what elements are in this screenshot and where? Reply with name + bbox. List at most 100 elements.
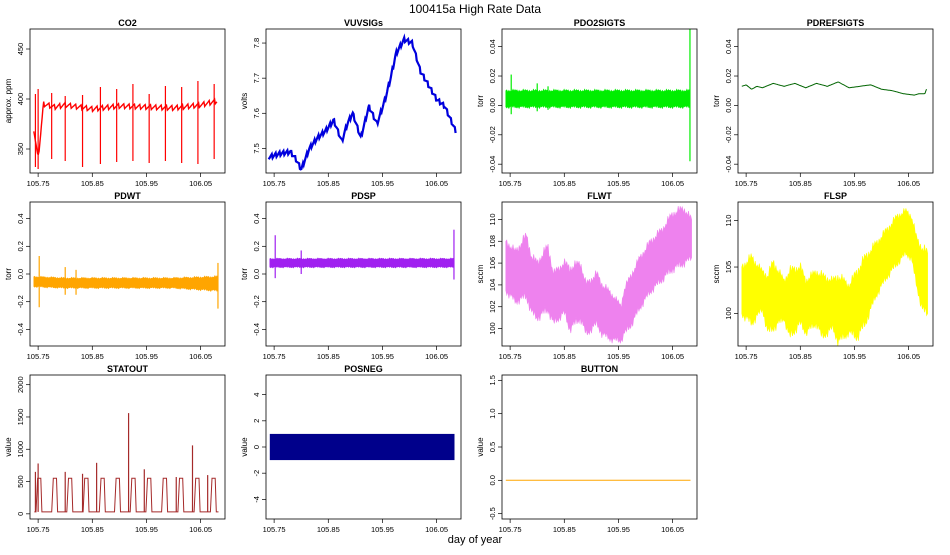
y-tick-label: 104	[488, 279, 497, 292]
y-axis-label: sccm	[476, 264, 485, 283]
panel-title: BUTTON	[581, 364, 618, 374]
panel-title: PDWT	[114, 191, 141, 201]
series-line-statout	[34, 477, 219, 513]
y-tick-label: 0.0	[16, 269, 25, 279]
panel-co2: CO2 approx. ppm 105.75 105.85 105.95 106.05 35…	[4, 18, 226, 188]
series-band-pdwt	[33, 274, 219, 292]
panel-title: POSNEG	[344, 364, 383, 374]
x-tick-label: 106.05	[897, 352, 920, 361]
x-tick-label: 105.95	[371, 352, 394, 361]
x-tick-label: 106.05	[189, 179, 212, 188]
x-tick-label: 106.05	[425, 352, 448, 361]
panel-button: BUTTON value 105.75 105.85 105.95 106.05 -0.5 0…	[476, 364, 698, 534]
x-tick-label: 105.75	[735, 352, 758, 361]
y-tick-label: 0.2	[16, 241, 25, 251]
y-axis-label: approx. ppm	[4, 78, 13, 123]
x-tick-label: 105.75	[499, 525, 522, 534]
y-tick-label: 0.2	[252, 241, 261, 251]
panel-statout: STATOUT value 105.75 105.85 105.95 106.05 0 500…	[4, 364, 226, 534]
y-tick-label: 500	[16, 475, 25, 488]
x-tick-label: 106.05	[189, 525, 212, 534]
panel-pdwt: PDWT torr 105.75 105.85 105.95 106.05 -0.4 -0.2…	[4, 191, 226, 361]
panel-title: FLWT	[587, 191, 612, 201]
y-tick-label: 1.5	[488, 375, 497, 385]
y-tick-label: 2	[252, 419, 261, 423]
y-tick-label: -0.04	[488, 156, 497, 173]
plot-frame	[265, 28, 462, 174]
panel-vuvsigs: VUVSIGs volts 105.75 105.85 105.95 106.05 7.5 7…	[240, 18, 462, 188]
panel-pdrefsigts: PDREFSIGTS torr 105.75 105.85 105.95 106.05 -0…	[712, 18, 934, 188]
x-tick-label: 105.75	[499, 179, 522, 188]
plot-frame	[29, 374, 226, 520]
y-axis-label: torr	[4, 268, 13, 280]
series-line-pdrefsigts	[741, 81, 927, 96]
series-band-posneg	[269, 433, 455, 461]
y-axis-label: value	[4, 437, 13, 457]
plot-area-pdrefsigts	[741, 81, 927, 96]
x-tick-label: 105.85	[317, 179, 340, 188]
y-tick-label: 1.0	[488, 408, 497, 418]
series-band-pdsp	[269, 257, 455, 269]
y-tick-label: 0.4	[16, 213, 25, 223]
y-tick-label: 0.0	[488, 475, 497, 485]
y-tick-label: 0.00	[488, 98, 497, 113]
panel-title: PDSP	[351, 191, 376, 201]
y-tick-label: 350	[16, 143, 25, 156]
panel-flwt: FLWT sccm 105.75 105.85 105.95 106.05 100 102 10…	[476, 191, 698, 361]
y-tick-label: 1000	[16, 441, 25, 458]
series-line-co2	[33, 97, 218, 156]
series-band-pdo2sigts	[505, 88, 691, 110]
y-tick-label: 0.5	[488, 442, 497, 452]
figure-title: 100415a High Rate Data	[409, 2, 541, 16]
y-tick-label: 110	[724, 215, 733, 227]
y-tick-label: 0.02	[724, 69, 733, 84]
x-tick-label: 105.95	[135, 352, 158, 361]
x-tick-label: 105.75	[263, 525, 286, 534]
y-tick-label: 0.0	[252, 269, 261, 279]
y-tick-label: 0.04	[724, 39, 733, 54]
x-tick-label: 105.75	[263, 352, 286, 361]
y-tick-label: 1500	[16, 409, 25, 426]
x-tick-label: 105.95	[371, 179, 394, 188]
x-tick-label: 105.95	[843, 352, 866, 361]
y-tick-label: -0.5	[488, 507, 497, 520]
x-tick-label: 105.95	[607, 352, 630, 361]
x-tick-label: 105.85	[317, 525, 340, 534]
x-tick-label: 105.95	[135, 525, 158, 534]
y-tick-label: 2000	[16, 376, 25, 393]
x-tick-label: 105.75	[499, 352, 522, 361]
y-tick-label: -0.2	[252, 295, 261, 308]
panel-title: VUVSIGs	[344, 18, 383, 28]
x-tick-label: 105.95	[371, 525, 394, 534]
x-tick-label: 105.95	[135, 179, 158, 188]
y-axis-label: torr	[712, 95, 721, 107]
y-axis-label: value	[240, 437, 249, 457]
y-tick-label: 7.5	[252, 143, 261, 153]
y-tick-label: 0.4	[252, 213, 261, 223]
y-tick-label: 0	[252, 445, 261, 449]
panel-title: PDO2SIGTS	[574, 18, 626, 28]
x-tick-label: 106.05	[425, 179, 448, 188]
y-tick-label: -0.4	[16, 323, 25, 336]
y-axis-label: sccm	[712, 264, 721, 283]
y-tick-label: 0.00	[724, 98, 733, 113]
y-tick-label: 0.04	[488, 39, 497, 54]
plot-area-pdo2sigts	[505, 29, 691, 162]
panel-pdo2sigts: PDO2SIGTS torr 105.75 105.85 105.95 106.05 -0.…	[476, 18, 698, 188]
panel-flsp: FLSP sccm 105.75 105.85 105.95 106.05 100 105 11…	[712, 191, 934, 361]
y-tick-label: 105	[724, 261, 733, 274]
x-tick-label: 105.85	[81, 352, 104, 361]
plot-frame	[29, 28, 226, 174]
plot-frame	[737, 28, 934, 174]
x-tick-label: 105.85	[553, 525, 576, 534]
x-tick-label: 105.95	[843, 179, 866, 188]
plot-frame	[501, 28, 698, 174]
plot-frame	[265, 201, 462, 347]
x-tick-label: 106.05	[661, 352, 684, 361]
x-tick-label: 105.75	[735, 179, 758, 188]
x-tick-label: 105.75	[263, 179, 286, 188]
series-line-vuvsigs	[267, 33, 457, 171]
x-tick-label: 106.05	[897, 179, 920, 188]
x-tick-label: 106.05	[189, 352, 212, 361]
